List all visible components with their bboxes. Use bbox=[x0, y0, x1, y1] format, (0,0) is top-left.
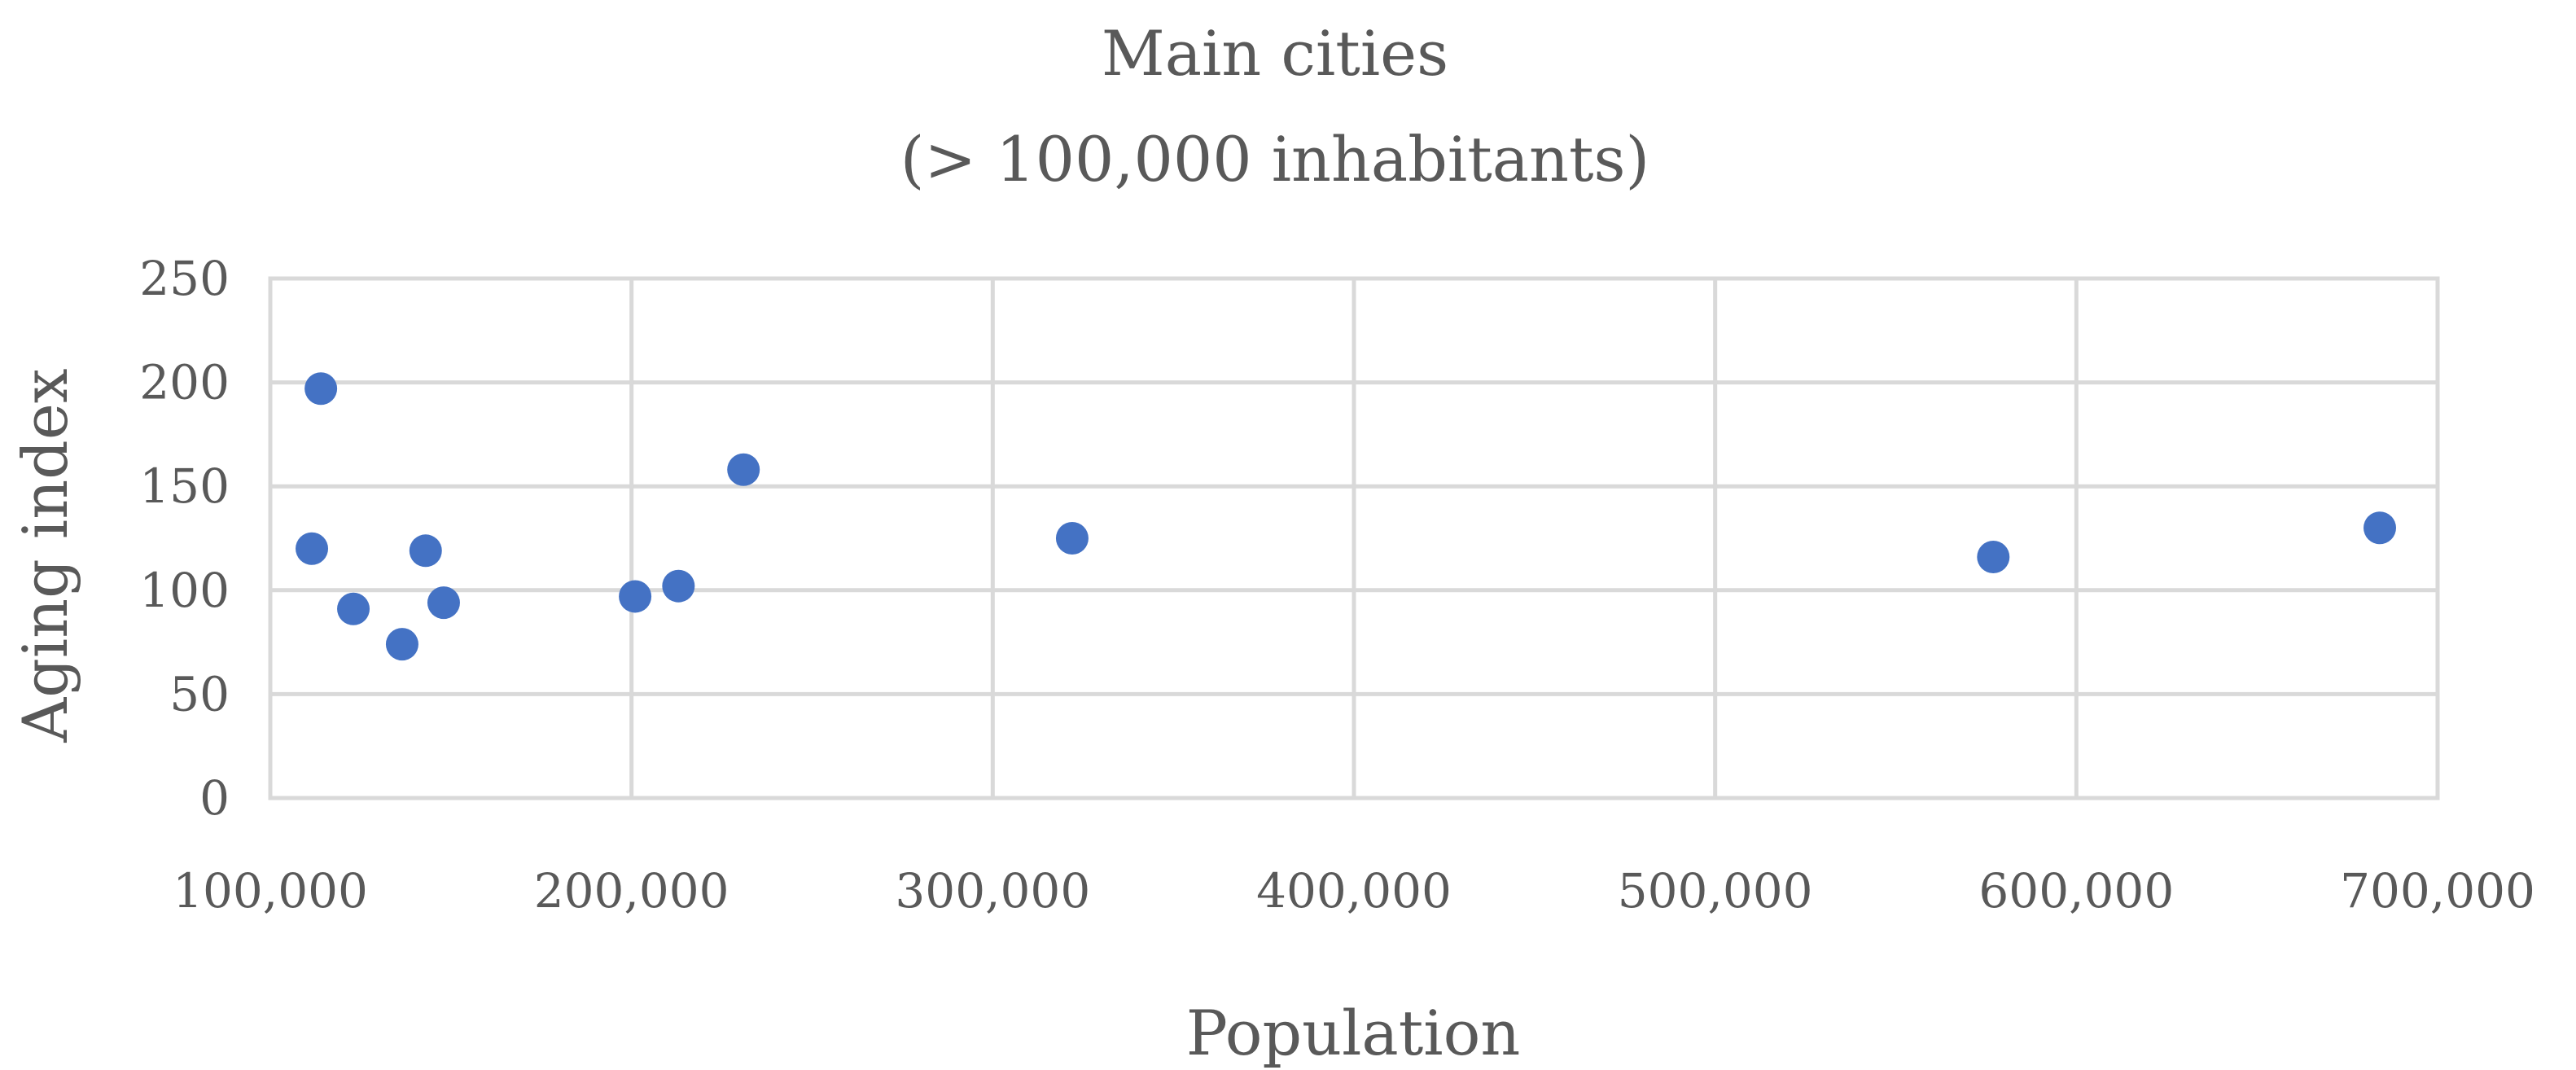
y-tick-label: 150 bbox=[139, 458, 230, 514]
gridlines bbox=[268, 276, 2440, 800]
x-tick-label: 200,000 bbox=[534, 863, 729, 919]
x-axis-title: Population bbox=[1186, 997, 1521, 1069]
y-tick-label: 100 bbox=[139, 563, 230, 618]
data-point bbox=[409, 534, 442, 568]
data-point bbox=[1055, 522, 1089, 555]
data-point bbox=[296, 532, 329, 565]
y-tick-label: 250 bbox=[139, 251, 230, 306]
y-axis-title: Aging index bbox=[9, 368, 81, 743]
data-point bbox=[662, 569, 695, 603]
x-tick-label: 700,000 bbox=[2340, 863, 2535, 919]
data-point bbox=[337, 592, 370, 625]
plot-area-border bbox=[268, 276, 2440, 800]
data-points bbox=[296, 372, 2397, 661]
y-tick-label: 0 bbox=[199, 770, 230, 826]
x-axis-ticks: 100,000 200,000 300,000 400,000 500,000 600,0… bbox=[173, 863, 2535, 919]
x-tick-label: 100,000 bbox=[173, 863, 368, 919]
x-tick-label: 300,000 bbox=[895, 863, 1090, 919]
y-tick-label: 200 bbox=[139, 355, 230, 410]
data-point bbox=[427, 586, 460, 620]
data-point bbox=[619, 580, 652, 613]
data-point bbox=[1977, 540, 2010, 573]
data-point bbox=[727, 453, 760, 486]
data-point bbox=[304, 372, 338, 406]
data-point bbox=[385, 628, 418, 661]
data-point bbox=[2364, 511, 2397, 545]
y-tick-label: 50 bbox=[169, 666, 230, 721]
x-tick-label: 400,000 bbox=[1256, 863, 1452, 919]
chart-subtitle: (> 100,000 inhabitants) bbox=[900, 123, 1649, 195]
chart-title: Main cities bbox=[1102, 17, 1448, 90]
x-tick-label: 500,000 bbox=[1618, 863, 1813, 919]
x-tick-label: 600,000 bbox=[1978, 863, 2174, 919]
y-axis-ticks: 0 50 100 150 200 250 bbox=[139, 251, 230, 826]
